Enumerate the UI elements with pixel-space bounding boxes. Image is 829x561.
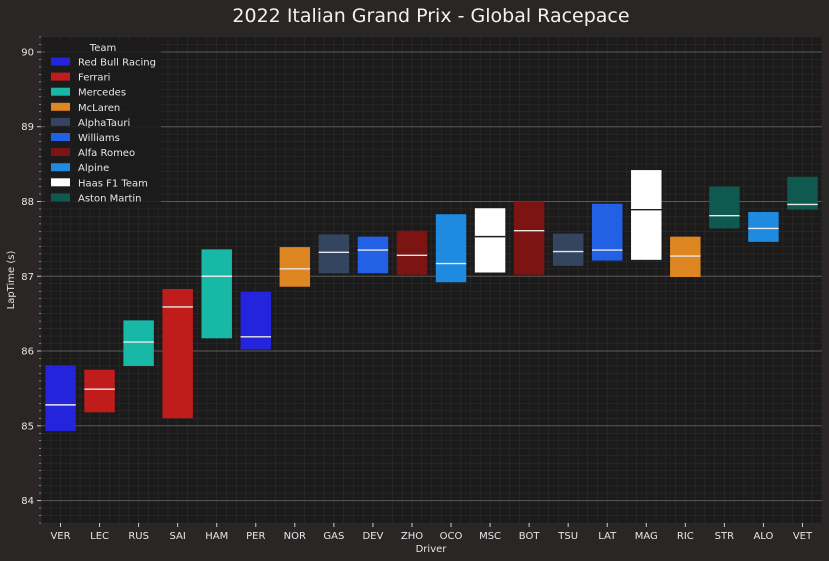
legend-label: Red Bull Racing <box>78 58 156 69</box>
legend: Team Red Bull Racing Ferrari Mercedes McLar… <box>45 40 161 207</box>
y-tick-label: 85 <box>21 421 34 432</box>
x-tick-label: LEC <box>90 531 109 542</box>
box-dev <box>357 236 389 274</box>
y-axis-label: LapTime (s) <box>6 251 17 310</box>
box-tsu <box>552 233 584 266</box>
legend-swatch <box>51 133 70 141</box>
box-lat <box>591 203 623 261</box>
legend-label: McLaren <box>78 103 120 114</box>
legend-swatch <box>51 102 70 111</box>
x-tick-label: GAS <box>323 531 344 542</box>
x-axis: VER LEC RUS SAI HAM PER NOR GAS DEV ZHO OCO MSC BOT T… <box>50 523 813 542</box>
x-tick-label: RUS <box>128 531 149 542</box>
x-tick-label: STR <box>715 531 734 542</box>
box-alo <box>748 211 779 242</box>
legend-label: Ferrari <box>78 73 110 84</box>
legend-swatch <box>51 87 70 96</box>
legend-swatch <box>51 178 70 187</box>
legend-label: Williams <box>78 133 120 144</box>
box-lec <box>84 369 115 413</box>
box-rus <box>123 320 154 366</box>
box-ham <box>201 249 232 339</box>
legend-swatch <box>51 163 70 172</box>
y-tick-label: 88 <box>21 197 34 208</box>
x-tick-label: VET <box>793 531 813 542</box>
y-axis: 84 85 86 87 88 89 90 <box>21 36 41 524</box>
x-tick-label: NOR <box>284 531 306 542</box>
box-oco <box>435 214 467 283</box>
x-tick-label: OCO <box>440 531 463 542</box>
legend-label: Haas F1 Team <box>78 178 148 189</box>
y-tick-label: 89 <box>21 122 34 133</box>
x-tick-label: VER <box>50 531 70 542</box>
box-msc <box>474 208 506 273</box>
x-tick-label: DEV <box>362 531 383 542</box>
chart-title: 2022 Italian Grand Prix - Global Racepac… <box>232 5 629 27</box>
x-tick-label: PER <box>246 531 265 542</box>
x-tick-label: ZHO <box>401 531 423 542</box>
box-bot <box>513 201 545 275</box>
legend-title: Team <box>89 43 116 54</box>
box-sai <box>162 288 193 419</box>
legend-swatch <box>51 117 70 126</box>
y-tick-label: 87 <box>21 272 34 283</box>
box-ver <box>45 365 76 432</box>
box-mag <box>631 170 662 260</box>
x-tick-label: MSC <box>479 531 501 542</box>
legend-label: Alfa Romeo <box>78 148 135 159</box>
x-tick-label: RIC <box>677 531 694 542</box>
box-gas <box>318 234 350 274</box>
box-series <box>45 170 818 432</box>
legend-swatch <box>51 57 70 66</box>
y-tick-label: 90 <box>21 47 34 58</box>
x-tick-label: TSU <box>557 531 578 542</box>
y-tick-label: 86 <box>21 347 34 358</box>
x-tick-label: LAT <box>598 531 617 542</box>
legend-label: Alpine <box>78 163 109 174</box>
box-ric <box>670 236 701 278</box>
box-nor <box>279 247 311 287</box>
box-zho <box>396 230 428 275</box>
box-str <box>709 186 740 229</box>
x-tick-label: HAM <box>205 531 228 542</box>
legend-label: Mercedes <box>78 88 126 99</box>
legend-label: Aston Martin <box>78 193 142 204</box>
x-axis-label: Driver <box>416 544 448 555</box>
legend-swatch <box>51 72 70 81</box>
y-tick-label: 84 <box>21 496 34 507</box>
legend-label: AlphaTauri <box>78 118 130 129</box>
x-tick-label: BOT <box>519 531 541 542</box>
legend-swatch <box>51 193 70 202</box>
x-tick-label: SAI <box>170 531 186 542</box>
legend-swatch <box>51 148 70 157</box>
x-tick-label: MAG <box>635 531 658 542</box>
box-per <box>240 291 272 350</box>
x-tick-label: ALO <box>753 531 773 542</box>
